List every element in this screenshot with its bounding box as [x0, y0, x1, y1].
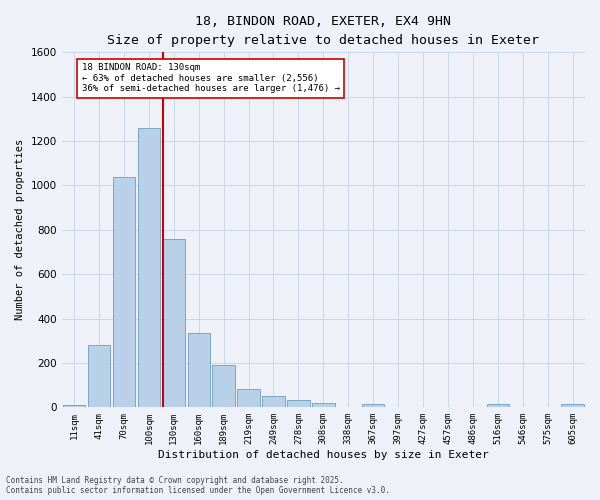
- Y-axis label: Number of detached properties: Number of detached properties: [15, 139, 25, 320]
- Text: Contains HM Land Registry data © Crown copyright and database right 2025.
Contai: Contains HM Land Registry data © Crown c…: [6, 476, 390, 495]
- Bar: [137, 128, 160, 407]
- Text: 18 BINDON ROAD: 130sqm
← 63% of detached houses are smaller (2,556)
36% of semi-: 18 BINDON ROAD: 130sqm ← 63% of detached…: [82, 64, 340, 93]
- Bar: [188, 333, 210, 407]
- Bar: [362, 404, 385, 407]
- Bar: [163, 238, 185, 408]
- Bar: [287, 400, 310, 407]
- Title: 18, BINDON ROAD, EXETER, EX4 9HN
Size of property relative to detached houses in: 18, BINDON ROAD, EXETER, EX4 9HN Size of…: [107, 15, 539, 47]
- Bar: [262, 396, 285, 407]
- Bar: [63, 405, 85, 407]
- Bar: [238, 389, 260, 407]
- Bar: [113, 176, 135, 408]
- Bar: [562, 404, 584, 407]
- X-axis label: Distribution of detached houses by size in Exeter: Distribution of detached houses by size …: [158, 450, 489, 460]
- Bar: [212, 365, 235, 408]
- Bar: [312, 403, 335, 407]
- Bar: [88, 345, 110, 408]
- Bar: [487, 404, 509, 407]
